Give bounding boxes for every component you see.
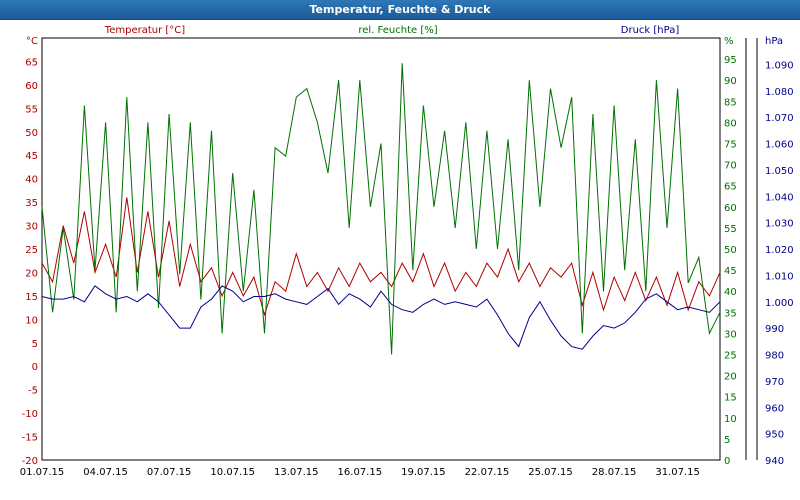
pressure-tick-label: 1.030: [765, 219, 794, 230]
series-line-temperature: [41, 197, 721, 317]
x-tick-label: 04.07.15: [83, 467, 128, 478]
x-tick-label: 25.07.15: [528, 467, 573, 478]
humidity-tick-label: 30: [724, 329, 737, 340]
x-tick-label: 22.07.15: [465, 467, 510, 478]
temperature-tick-label: -20: [22, 456, 38, 467]
temperature-tick-label: -15: [22, 433, 38, 444]
pressure-unit-label: hPa: [765, 36, 783, 47]
pressure-tick-label: 990: [765, 324, 784, 335]
humidity-tick-label: 25: [724, 351, 737, 362]
x-tick-label: 01.07.15: [20, 467, 65, 478]
temperature-tick-label: 10: [25, 315, 38, 326]
temperature-unit-label: °C: [26, 36, 38, 47]
pressure-tick-label: 1.050: [765, 166, 794, 177]
humidity-tick-label: 0: [724, 456, 730, 467]
x-tick-label: 16.07.15: [338, 467, 383, 478]
series-legend-label: Temperatur [°C]: [104, 25, 185, 36]
temperature-tick-label: 65: [25, 57, 38, 68]
humidity-unit-label: %: [724, 36, 734, 47]
pressure-tick-label: 1.010: [765, 271, 794, 282]
humidity-tick-label: 15: [724, 393, 737, 404]
temperature-tick-label: 50: [25, 128, 38, 139]
x-tick-label: 13.07.15: [274, 467, 319, 478]
humidity-tick-label: 65: [724, 182, 737, 193]
temperature-tick-label: 25: [25, 245, 38, 256]
chart-svg: -20-15-10-505101520253035404550556065°C0…: [20, 25, 794, 478]
humidity-tick-label: 35: [724, 308, 737, 319]
temperature-tick-label: 60: [25, 81, 38, 92]
humidity-tick-label: 40: [724, 287, 737, 298]
humidity-tick-label: 5: [724, 435, 730, 446]
temperature-tick-label: 30: [25, 222, 38, 233]
humidity-tick-label: 80: [724, 118, 737, 129]
pressure-tick-label: 980: [765, 351, 784, 362]
pressure-tick-label: 1.040: [765, 192, 794, 203]
temperature-tick-label: -10: [22, 409, 38, 420]
x-tick-label: 28.07.15: [592, 467, 637, 478]
series-line-pressure: [41, 285, 721, 350]
pressure-tick-label: 1.060: [765, 140, 794, 151]
x-tick-label: 31.07.15: [655, 467, 700, 478]
temperature-tick-label: 55: [25, 104, 38, 115]
x-tick-label: 19.07.15: [401, 467, 446, 478]
pressure-tick-label: 1.070: [765, 113, 794, 124]
humidity-tick-label: 60: [724, 203, 737, 214]
humidity-tick-label: 90: [724, 76, 737, 87]
pressure-tick-label: 1.080: [765, 87, 794, 98]
x-tick-label: 10.07.15: [210, 467, 255, 478]
humidity-tick-label: 95: [724, 55, 737, 66]
axis-labels: -20-15-10-505101520253035404550556065°C0…: [20, 25, 794, 478]
series-lines: [41, 63, 721, 355]
pressure-tick-label: 950: [765, 430, 784, 441]
series-legend-label: rel. Feuchte [%]: [358, 25, 437, 36]
pressure-tick-label: 970: [765, 377, 784, 388]
window-title: Temperatur, Feuchte & Druck: [0, 0, 800, 20]
humidity-tick-label: 75: [724, 140, 737, 151]
temperature-tick-label: 15: [25, 292, 38, 303]
pressure-tick-label: 1.000: [765, 298, 794, 309]
temperature-tick-label: -5: [28, 386, 38, 397]
temperature-tick-label: 5: [32, 339, 38, 350]
humidity-tick-label: 70: [724, 161, 737, 172]
pressure-tick-label: 1.020: [765, 245, 794, 256]
axes: [41, 37, 758, 461]
temperature-tick-label: 0: [32, 362, 38, 373]
temperature-tick-label: 40: [25, 175, 38, 186]
temperature-tick-label: 45: [25, 151, 38, 162]
humidity-tick-label: 55: [724, 224, 737, 235]
series-legend-label: Druck [hPa]: [621, 25, 680, 36]
pressure-tick-label: 1.090: [765, 60, 794, 71]
humidity-tick-label: 20: [724, 372, 737, 383]
humidity-tick-label: 45: [724, 266, 737, 277]
humidity-tick-label: 85: [724, 97, 737, 108]
temperature-tick-label: 20: [25, 268, 38, 279]
temperature-tick-label: 35: [25, 198, 38, 209]
plot-area: [41, 37, 721, 461]
humidity-tick-label: 10: [724, 414, 737, 425]
x-tick-label: 07.07.15: [147, 467, 192, 478]
pressure-tick-label: 960: [765, 403, 784, 414]
humidity-tick-label: 50: [724, 245, 737, 256]
series-line-humidity: [41, 63, 721, 355]
pressure-tick-label: 940: [765, 456, 784, 467]
